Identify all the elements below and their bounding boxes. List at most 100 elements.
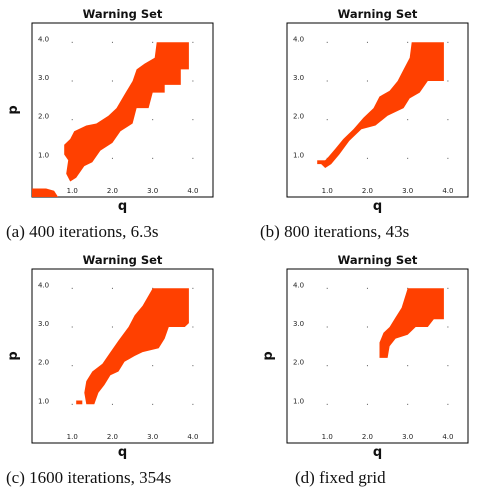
grid-dot	[152, 287, 154, 289]
x-tick-label: 1.0	[322, 433, 333, 441]
grid-dot	[366, 403, 368, 405]
x-tick-label: 2.0	[107, 187, 118, 195]
grid-dot	[71, 326, 73, 328]
plot-c: Warning Set 1.0 2.0 3.0 4.0 1.0 2.0 3.0 4.0 q p	[0, 251, 220, 460]
grid-dot	[407, 403, 409, 405]
grid-dot	[326, 41, 328, 43]
grid-dot	[326, 403, 328, 405]
x-tick-label: 1.0	[322, 187, 333, 195]
warning-set-region	[32, 188, 59, 197]
plot-b: Warning Set 1.0 2.0 3.0 4.0 1.0 2.0 3.0 4.0 q	[255, 5, 475, 214]
grid-dot	[152, 119, 154, 121]
grid-dot	[447, 287, 449, 289]
caption-b: (b) 800 iterations, 43s	[260, 222, 410, 241]
y-tick-label: 2.0	[293, 359, 304, 367]
x-tick-label: 3.0	[147, 433, 158, 441]
y-axis-label: p	[261, 351, 276, 360]
grid-dot	[366, 287, 368, 289]
grid-dot	[366, 365, 368, 367]
grid-dot	[447, 365, 449, 367]
warning-set-region	[84, 288, 189, 405]
grid-dot	[192, 41, 194, 43]
y-tick-label: 2.0	[293, 113, 304, 121]
x-tick-label: 1.0	[67, 187, 78, 195]
grid-dot	[152, 41, 154, 43]
grid-dot	[111, 41, 113, 43]
caption-d: (d) fixed grid	[295, 468, 386, 487]
grid-dot	[447, 326, 449, 328]
caption-c: (c) 1600 iterations, 354s	[6, 468, 172, 487]
y-tick-label: 1.0	[293, 397, 304, 405]
chart-svg-d: Warning Set 1.0 2.0 3.0 4.0 1.0 2.0 3.0 4.0 q p	[261, 253, 469, 460]
grid-dot	[407, 287, 409, 289]
grid-dot	[71, 41, 73, 43]
y-tick-label: 1.0	[38, 397, 49, 405]
grid-dot	[71, 403, 73, 405]
y-tick-label: 4.0	[38, 281, 49, 289]
grid-dot	[326, 287, 328, 289]
x-tick-label: 4.0	[442, 433, 453, 441]
x-tick-label: 3.0	[402, 187, 413, 195]
grid-dot	[152, 403, 154, 405]
chart-title: Warning Set	[83, 7, 163, 21]
grid-dot	[192, 157, 194, 159]
y-tick-label: 2.0	[38, 113, 49, 121]
x-axis-label: q	[118, 445, 127, 460]
chart-svg-c: Warning Set 1.0 2.0 3.0 4.0 1.0 2.0 3.0 4.0 q p	[6, 253, 214, 460]
grid-dot	[326, 326, 328, 328]
x-axis-label: q	[373, 199, 382, 214]
x-tick-label: 4.0	[187, 187, 198, 195]
y-axis-label: p	[6, 105, 21, 114]
caption-a: (a) 400 iterations, 6.3s	[6, 222, 159, 241]
grid-dot	[447, 41, 449, 43]
grid-dot	[407, 157, 409, 159]
chart-title: Warning Set	[83, 253, 163, 267]
x-tick-label: 2.0	[362, 433, 373, 441]
grid-dot	[326, 365, 328, 367]
grid-dot	[447, 403, 449, 405]
y-tick-label: 3.0	[38, 74, 49, 82]
grid-dot	[192, 365, 194, 367]
grid-dot	[407, 365, 409, 367]
grid-dot	[111, 157, 113, 159]
y-tick-label: 3.0	[38, 320, 49, 328]
warning-set-region	[64, 42, 189, 182]
grid-dot	[407, 119, 409, 121]
grid-dot	[152, 365, 154, 367]
y-tick-label: 3.0	[293, 74, 304, 82]
grid-dot	[71, 365, 73, 367]
grid-dot	[192, 287, 194, 289]
x-tick-label: 2.0	[362, 187, 373, 195]
grid-dot	[192, 326, 194, 328]
plot-d: Warning Set 1.0 2.0 3.0 4.0 1.0 2.0 3.0 4.0 q p	[255, 251, 475, 460]
plot-a: Warning Set 1.0 2.0 3.0 4.0 1.0 2.0 3.0 4.0 q p	[0, 5, 220, 214]
y-axis-label: p	[6, 351, 21, 360]
x-tick-label: 1.0	[67, 433, 78, 441]
x-axis-label: q	[118, 199, 127, 214]
y-tick-label: 1.0	[293, 151, 304, 159]
grid-dot	[111, 80, 113, 82]
grid-dot	[366, 80, 368, 82]
x-tick-label: 2.0	[107, 433, 118, 441]
chart-svg-a: Warning Set 1.0 2.0 3.0 4.0 1.0 2.0 3.0 4.0 q p	[6, 7, 214, 214]
grid-dot	[447, 80, 449, 82]
grid-dot	[71, 287, 73, 289]
y-tick-label: 4.0	[293, 35, 304, 43]
chart-title: Warning Set	[338, 253, 418, 267]
warning-set-region	[321, 42, 444, 168]
y-tick-label: 4.0	[293, 281, 304, 289]
grid-dot	[326, 119, 328, 121]
chart-svg-b: Warning Set 1.0 2.0 3.0 4.0 1.0 2.0 3.0 4.0 q	[286, 7, 469, 214]
grid-dot	[111, 326, 113, 328]
grid-dot	[152, 157, 154, 159]
grid-dot	[192, 80, 194, 82]
grid-dot	[111, 403, 113, 405]
x-axis-label: q	[373, 445, 382, 460]
grid-dot	[366, 326, 368, 328]
grid-dot	[366, 157, 368, 159]
grid-dot	[326, 80, 328, 82]
x-tick-label: 4.0	[442, 187, 453, 195]
y-tick-label: 1.0	[38, 151, 49, 159]
grid-dot	[447, 119, 449, 121]
y-tick-label: 2.0	[38, 359, 49, 367]
